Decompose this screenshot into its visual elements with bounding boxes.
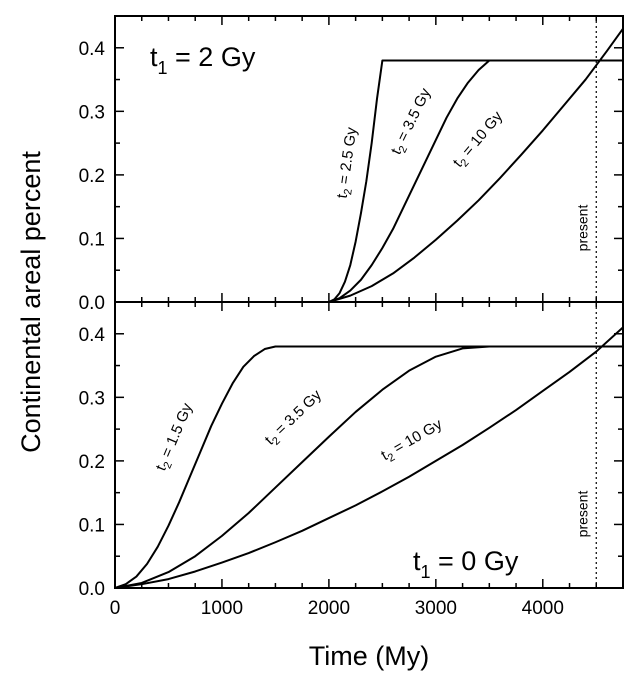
x-tick-label: 3000 — [415, 598, 457, 619]
bottom-y-tick-label: 0.1 — [79, 515, 105, 536]
bottom-series-label-text: t2 = 1.5 Gy — [152, 400, 199, 474]
bottom-series-label-text: t2 = 3.5 Gy — [262, 386, 328, 450]
series-label-pre: t — [152, 462, 170, 473]
series-label-sub: 2 — [342, 188, 355, 196]
bottom-series-label-text: t2 = 10 Gy — [378, 415, 447, 466]
bottom-series-label: t2 = 1.5 Gy — [152, 400, 199, 474]
bottom-panel-title-main: t — [413, 546, 421, 576]
top-y-tick-label: 0.4 — [79, 39, 106, 60]
top-y-tick-label: 0.0 — [79, 293, 105, 314]
series-label-sub: 2 — [397, 144, 410, 155]
y-axis-title: Continental areal percent — [16, 151, 46, 453]
bottom-y-tick-label: 0.0 — [79, 579, 105, 600]
top-y-tick-label: 0.2 — [79, 166, 105, 187]
x-axis-title: Time (My) — [309, 641, 429, 671]
bottom-series-line — [114, 345, 623, 589]
top-series-line — [328, 59, 623, 303]
series-label-post: = 3.5 Gy — [269, 386, 325, 441]
top-panel-title-sub: 1 — [158, 58, 168, 78]
top-series-label-text: t2 = 2.5 Gy — [334, 126, 364, 200]
x-tick-label: 4000 — [522, 598, 564, 619]
bottom-panel-title: t1 = 0 Gy — [413, 546, 519, 582]
series-label-post: = 10 Gy — [387, 415, 445, 459]
series-label-post: = 1.5 Gy — [156, 400, 196, 464]
series-label-pre: t — [388, 145, 405, 157]
top-series-line — [328, 59, 623, 303]
top-panel-title-main: t — [150, 42, 158, 72]
top-series-line — [328, 28, 624, 303]
x-tick-label: 1000 — [201, 598, 243, 619]
top-present-label: present — [574, 205, 590, 252]
top-series-label: t2 = 3.5 Gy — [388, 85, 438, 159]
bottom-series-line — [114, 345, 623, 589]
bottom-panel-title-sub: 1 — [421, 562, 431, 582]
bottom-series-line — [114, 326, 624, 589]
x-tick-label: 0 — [110, 598, 121, 619]
top-panel-title: t1 = 2 Gy — [150, 42, 256, 78]
series-label-post: = 3.5 Gy — [392, 85, 434, 148]
top-series-label: t2 = 2.5 Gy — [334, 126, 364, 200]
bottom-panel-title-rest: = 0 Gy — [431, 546, 519, 576]
top-series-label: t2 = 10 Gy — [450, 108, 509, 173]
bottom-series-label: t2 = 3.5 Gy — [262, 386, 328, 450]
series-label-pre: t — [334, 192, 352, 199]
bottom-y-tick-label: 0.2 — [79, 452, 105, 473]
bottom-y-tick-label: 0.3 — [79, 388, 105, 409]
bottom-y-tick-label: 0.4 — [79, 325, 106, 346]
bottom-panel-frame — [114, 301, 624, 589]
series-layer — [114, 28, 624, 589]
series-label-sub: 2 — [161, 460, 174, 470]
series-label-post: = 2.5 Gy — [335, 126, 360, 190]
bottom-series-label: t2 = 10 Gy — [378, 415, 447, 466]
top-series-label-text: t2 = 10 Gy — [450, 108, 509, 173]
present-layer: present present — [574, 16, 597, 588]
tick-labels-layer: 0.0 0.1 0.2 0.3 0.4 0.0 0.1 0.2 0.3 0.4 0 1000 2000 3… — [79, 39, 564, 619]
top-panel-title-rest: = 2 Gy — [168, 42, 256, 72]
series-label-sub: 2 — [386, 451, 397, 464]
bottom-present-label: present — [574, 491, 590, 538]
top-y-tick-label: 0.1 — [79, 229, 105, 250]
top-y-tick-label: 0.3 — [79, 102, 105, 123]
x-tick-label: 2000 — [308, 598, 350, 619]
series-label-post: = 10 Gy — [456, 108, 506, 163]
top-series-label-text: t2 = 3.5 Gy — [388, 85, 438, 159]
